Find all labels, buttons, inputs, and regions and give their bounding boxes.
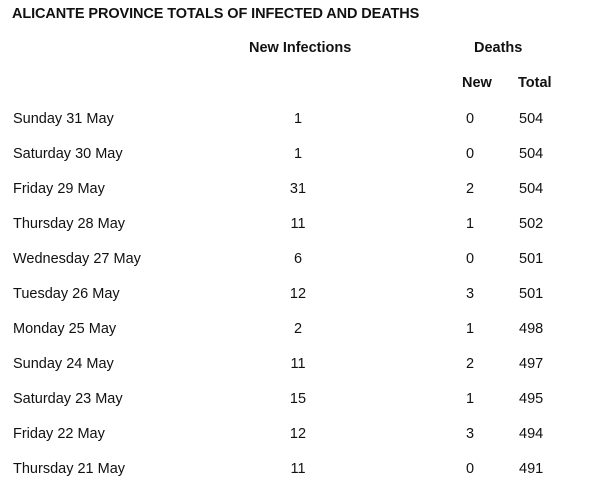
header-new-deaths: New	[462, 75, 492, 91]
header-deaths: Deaths	[474, 40, 523, 56]
table-row: Friday 22 May 12 3 494	[0, 423, 600, 458]
day-cell: Tuesday 26 May	[13, 286, 120, 302]
table-row: Wednesday 27 May 6 0 501	[0, 248, 600, 283]
header-new-infections: New Infections	[249, 40, 352, 56]
total-deaths-cell: 504	[519, 111, 544, 127]
total-deaths-cell: 491	[519, 461, 544, 477]
page-title: ALICANTE PROVINCE TOTALS OF INFECTED AND…	[12, 6, 420, 22]
infections-cell: 12	[289, 426, 307, 442]
day-cell: Monday 25 May	[13, 321, 117, 337]
infections-cell: 11	[290, 216, 306, 232]
total-deaths-cell: 495	[519, 391, 544, 407]
infections-cell: 31	[289, 181, 307, 197]
infections-cell: 12	[289, 286, 307, 302]
table-row: Saturday 23 May 15 1 495	[0, 388, 600, 423]
total-deaths-cell: 498	[519, 321, 544, 337]
day-cell: Sunday 31 May	[13, 111, 114, 127]
infections-cell: 6	[293, 251, 303, 267]
infections-cell: 11	[290, 356, 306, 372]
day-cell: Friday 22 May	[13, 426, 105, 442]
new-deaths-cell: 0	[465, 146, 475, 162]
infections-cell: 15	[289, 391, 307, 407]
day-cell: Thursday 21 May	[13, 461, 126, 477]
total-deaths-cell: 501	[519, 251, 544, 267]
day-cell: Friday 29 May	[13, 181, 105, 197]
new-deaths-cell: 1	[465, 391, 475, 407]
total-deaths-cell: 502	[519, 216, 544, 232]
table-row: Sunday 31 May 1 0 504	[0, 108, 600, 143]
day-cell: Sunday 24 May	[13, 356, 114, 372]
table-row: Saturday 30 May 1 0 504	[0, 143, 600, 178]
new-deaths-cell: 0	[465, 111, 475, 127]
total-deaths-cell: 494	[519, 426, 544, 442]
total-deaths-cell: 497	[519, 356, 544, 372]
data-table: Sunday 31 May 1 0 504 Saturday 30 May 1 …	[0, 108, 600, 493]
table-row: Tuesday 26 May 12 3 501	[0, 283, 600, 318]
header-total-deaths: Total	[518, 75, 552, 91]
new-deaths-cell: 0	[465, 461, 475, 477]
new-deaths-cell: 2	[465, 356, 475, 372]
total-deaths-cell: 501	[519, 286, 544, 302]
new-deaths-cell: 3	[465, 426, 475, 442]
table-row: Thursday 21 May 11 0 491	[0, 458, 600, 493]
day-cell: Wednesday 27 May	[13, 251, 141, 267]
table-row: Friday 29 May 31 2 504	[0, 178, 600, 213]
total-deaths-cell: 504	[519, 181, 544, 197]
new-deaths-cell: 1	[465, 216, 475, 232]
day-cell: Thursday 28 May	[13, 216, 126, 232]
infections-cell: 2	[293, 321, 303, 337]
infections-cell: 1	[293, 146, 303, 162]
day-cell: Saturday 23 May	[13, 391, 123, 407]
table-row: Thursday 28 May 11 1 502	[0, 213, 600, 248]
infections-cell: 11	[290, 461, 306, 477]
total-deaths-cell: 504	[519, 146, 544, 162]
new-deaths-cell: 2	[465, 181, 475, 197]
day-cell: Saturday 30 May	[13, 146, 123, 162]
new-deaths-cell: 3	[465, 286, 475, 302]
table-row: Sunday 24 May 11 2 497	[0, 353, 600, 388]
new-deaths-cell: 1	[465, 321, 475, 337]
new-deaths-cell: 0	[465, 251, 475, 267]
infections-cell: 1	[293, 111, 303, 127]
table-row: Monday 25 May 2 1 498	[0, 318, 600, 353]
